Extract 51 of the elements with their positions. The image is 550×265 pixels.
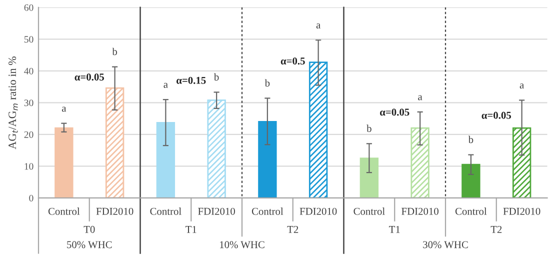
bar [462,164,480,198]
y-tick-label: 60 [24,4,34,11]
annotation: b [468,136,474,144]
x-tick-label: FDI2010 [503,208,540,215]
y-tick-label: 50 [24,36,34,43]
text: T1 [186,226,196,233]
y-tick-label: 40 [24,68,34,74]
y-tick-label: 20 [24,131,34,138]
text: T2 [490,226,502,233]
annotation: b [214,73,219,81]
annotation: a [62,106,66,112]
text: 10% WHC [220,241,264,248]
x-tick-label: Control [354,208,385,215]
annotation: a [520,84,524,89]
bar [156,122,176,198]
bar [54,127,74,198]
y-tick-label: 0 [29,194,34,202]
y-tick-label: 10 [24,163,34,170]
annotation: b [264,79,270,87]
bar [410,127,430,198]
annotation: α=0.05 [74,74,104,81]
annotation: b [112,48,118,56]
x-tick-label: Control [150,208,182,215]
annotation: α=0.5 [280,58,305,65]
x-tick-label: FDI2010 [402,208,438,215]
x-tick-label: FDI2010 [198,208,235,215]
text: T0 [84,226,95,233]
bar [258,121,277,198]
annotation: α=0.05 [482,112,511,119]
bar [105,87,124,198]
x-tick-label: FDI2010 [300,208,337,215]
text: T2 [287,226,298,233]
x-tick-label: Control [252,208,284,215]
text: 30% WHC [423,241,468,248]
text: 50% WHC [67,241,112,248]
annotation: a [164,82,168,88]
bar [308,62,328,198]
y-axis-title: AG$_{t}$/AG$_{m}$ ratio in % [8,56,18,150]
annotation: a [418,95,422,100]
x-tick-label: FDI2010 [96,208,134,215]
annotation: α=0.15 [176,76,206,84]
x-tick-label: Control [455,208,487,215]
bar [360,158,379,198]
annotation: a [316,23,320,28]
bar [207,99,226,198]
annotation: b [366,124,372,132]
bar [512,127,532,198]
annotation: α=0.05 [380,108,410,116]
x-tick-label: Control [48,208,80,215]
text: T1 [389,226,400,233]
y-tick-label: 30 [24,100,34,106]
